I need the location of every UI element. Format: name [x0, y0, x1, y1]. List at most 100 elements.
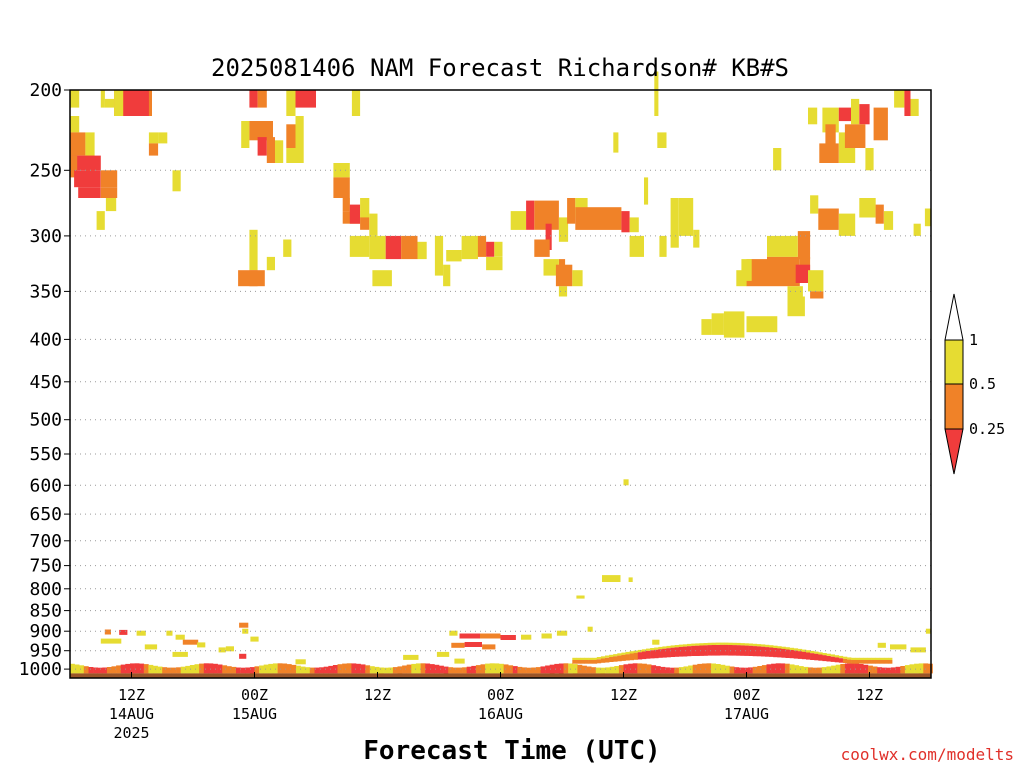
surface-band-cell: [674, 667, 680, 674]
arch-layer-cell: [818, 652, 823, 655]
surface-band-cell: [655, 666, 661, 674]
surface-band-cell: [466, 666, 472, 674]
surface-band-cell: [88, 667, 94, 674]
arch-layer-cell: [674, 647, 680, 657]
heatmap-cell: [434, 235, 444, 276]
arch-layer-cell: [806, 652, 811, 660]
low-level-cell: [175, 634, 185, 640]
surface-band-cell: [761, 665, 767, 674]
surface-band-cell: [918, 663, 924, 674]
surface-band-cell: [346, 663, 352, 674]
low-level-cell: [541, 633, 552, 639]
arch-layer-cell: [715, 642, 721, 645]
arch-layer-cell: [793, 650, 799, 659]
arch-layer-cell: [760, 644, 766, 647]
surface-band-cell: [231, 666, 237, 674]
heatmap-cell: [96, 211, 105, 230]
arch-layer-cell: [744, 645, 749, 656]
x-tick-label: 16AUG: [478, 705, 523, 723]
arch-layer-cell: [859, 657, 864, 660]
heatmap-cell: [810, 195, 819, 214]
arch-layer-cell: [592, 660, 598, 664]
x-tick-label: 12Z: [856, 686, 883, 704]
surface-band-cell: [600, 667, 606, 674]
heatmap-cell: [275, 140, 284, 163]
low-level-cell: [652, 639, 660, 645]
low-level-cell: [482, 644, 496, 650]
heatmap-cell: [114, 90, 124, 116]
attribution-link[interactable]: coolwx.com/modelts: [841, 745, 1014, 764]
heatmap-cell: [249, 270, 258, 287]
x-tick-label: 14AUG: [109, 705, 154, 723]
arch-layer-cell: [834, 657, 840, 663]
heatmap-cell: [443, 264, 451, 287]
x-tick-label: 12Z: [610, 686, 637, 704]
plot-area-frame: [69, 89, 932, 679]
surface-band-cell: [462, 667, 467, 674]
heatmap-cell: [621, 211, 630, 233]
surface-band-cell: [844, 663, 850, 674]
surface-band-cell: [748, 667, 753, 674]
low-level-cell: [239, 653, 247, 659]
arch-layer-cell: [605, 657, 610, 663]
heatmap-cell: [78, 187, 101, 198]
arch-layer-cell: [744, 643, 749, 646]
y-tick-label: 500: [29, 410, 62, 431]
low-level-cell: [239, 622, 249, 628]
heatmap-cell: [369, 235, 386, 260]
y-tick-label: 900: [29, 621, 62, 642]
arch-layer-cell: [810, 650, 815, 654]
arch-layer-cell: [707, 645, 712, 656]
arch-layer-cell: [682, 646, 688, 657]
surface-band-cell: [683, 666, 689, 674]
arch-layer-cell: [699, 645, 704, 656]
surface-band-cell: [697, 663, 703, 674]
surface-band-cell: [909, 664, 915, 674]
arch-layer-cell: [584, 660, 589, 664]
heatmap-cell: [904, 90, 911, 116]
surface-band-cell: [93, 667, 98, 674]
arch-layer-cell: [613, 656, 618, 662]
surface-band-cell: [189, 665, 195, 674]
arch-layer-cell: [773, 648, 778, 658]
heatmap-cell: [613, 132, 619, 153]
heatmap-cell: [257, 137, 267, 156]
arch-layer-cell: [572, 660, 577, 664]
arch-layer-cell: [600, 658, 606, 663]
surface-band-cell: [203, 663, 209, 674]
arch-layer-cell: [871, 657, 876, 660]
arch-layer-cell: [830, 656, 835, 662]
low-level-cell: [218, 647, 226, 653]
heatmap-cells: [70, 71, 933, 678]
heatmap-cell: [123, 90, 149, 116]
heatmap-cell: [349, 204, 361, 224]
low-level-cell: [480, 633, 501, 639]
heatmap-cell: [241, 121, 250, 148]
surface-band-cell: [79, 665, 85, 674]
surface-band-cell: [858, 664, 864, 674]
surface-band-cell: [743, 667, 749, 674]
x-tick-label: 12Z: [364, 686, 391, 704]
arch-layer-cell: [646, 650, 651, 659]
heatmap-cell: [808, 270, 824, 292]
surface-band-cell: [577, 664, 583, 674]
x-tick-label: 12Z: [118, 686, 145, 704]
heatmap-cell: [623, 479, 629, 486]
heatmap-cell: [249, 229, 258, 271]
surface-band-cell: [383, 667, 389, 674]
surface-band-cell: [831, 665, 836, 674]
heatmap-cell: [819, 143, 839, 163]
heatmap-cell: [555, 264, 573, 287]
low-level-cell: [925, 628, 931, 634]
heatmap-cell: [659, 235, 667, 257]
surface-band-cell: [789, 664, 795, 674]
surface-band-cell: [678, 667, 684, 674]
surface-band-cell: [595, 667, 601, 674]
low-level-cell: [454, 658, 465, 664]
arch-layer-cell: [629, 651, 634, 654]
surface-band-cell: [356, 663, 361, 674]
arch-layer-cell: [609, 657, 614, 662]
arch-layer-cell: [588, 657, 593, 660]
surface-band-cell: [185, 665, 191, 674]
heatmap-cell: [838, 213, 856, 236]
